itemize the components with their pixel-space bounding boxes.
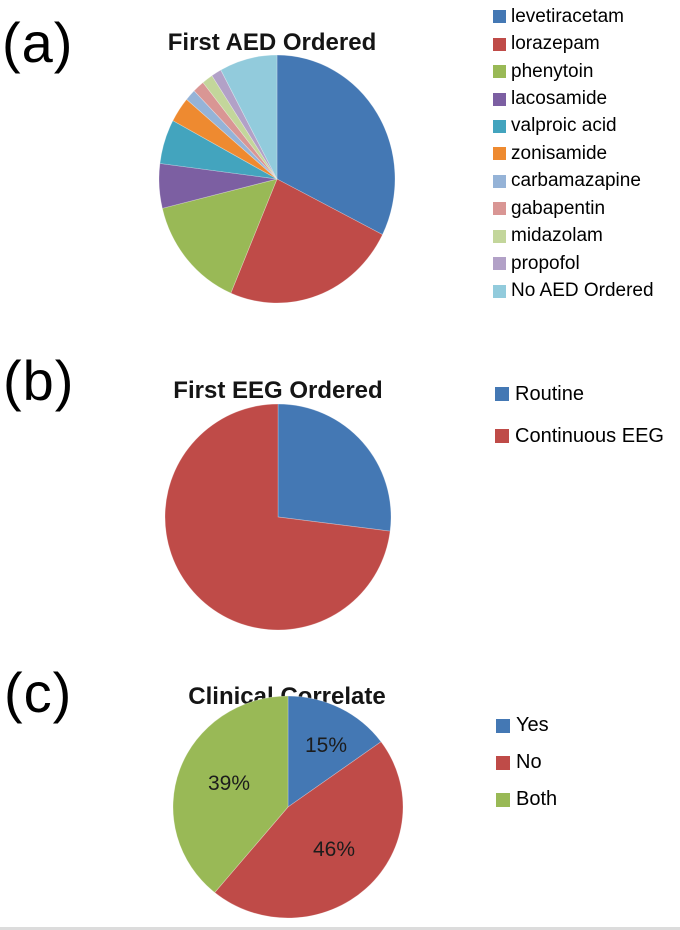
- pie-slice-levetiracetam: [276, 55, 395, 235]
- legend-item-lorazepam: lorazepam: [493, 30, 654, 57]
- legend-label: Yes: [516, 714, 549, 736]
- legend-swatch-icon: [493, 257, 506, 271]
- legend-swatch-icon: [493, 147, 506, 161]
- legend-item-gabapentin: gabapentin: [493, 195, 654, 222]
- legend-item-propofol: propofol: [493, 250, 654, 277]
- legend-swatch-icon: [493, 202, 506, 216]
- legend-label: Both: [516, 788, 558, 810]
- legend-label: zonisamide: [511, 142, 608, 164]
- pie-chart-a: [159, 55, 395, 303]
- legend-label: midazolam: [511, 225, 603, 247]
- legend-label: lacosamide: [511, 88, 608, 110]
- legend-label: Continuous EEG: [515, 424, 664, 447]
- slice-value-label-both: 39%: [207, 772, 251, 795]
- scan-edge-artifact: [0, 927, 680, 930]
- legend-item-phenytoin: phenytoin: [493, 58, 654, 85]
- panel-label-c: (c): [4, 661, 73, 724]
- legend-swatch-icon: [493, 65, 506, 79]
- legend-c: Yes No Both: [496, 707, 557, 818]
- legend-swatch-icon: [495, 387, 509, 401]
- legend-label: lorazepam: [511, 33, 600, 55]
- legend-item-carbamazapine: carbamazapine: [493, 168, 654, 195]
- legend-item-valproic-acid: valproic acid: [493, 113, 654, 140]
- legend-label: Routine: [515, 382, 584, 405]
- pie-slice-zonisamide: [172, 99, 278, 180]
- pie-slice-valproic-acid: [159, 120, 278, 180]
- pie-slice-both: [173, 696, 289, 893]
- legend-swatch-icon: [493, 37, 506, 51]
- legend-a: levetiracetam lorazepam phenytoin lacosamid…: [493, 3, 654, 305]
- pie-slice-routine: [277, 404, 391, 532]
- legend-label: valproic acid: [511, 115, 617, 137]
- legend-item-routine: Routine: [495, 373, 664, 415]
- panel-label-b: (b): [3, 349, 75, 412]
- legend-label: carbamazapine: [511, 170, 641, 192]
- legend-swatch-icon: [493, 284, 506, 298]
- pie-slice-propofol: [211, 69, 278, 180]
- legend-label: gabapentin: [511, 197, 606, 219]
- legend-label: No AED Ordered: [511, 280, 654, 302]
- slice-value-label-no: 46%: [312, 838, 356, 861]
- legend-swatch-icon: [493, 119, 506, 133]
- legend-swatch-icon: [493, 174, 506, 188]
- legend-item-no: No: [496, 744, 557, 781]
- legend-b: Routine Continuous EEG: [495, 373, 664, 457]
- pie-chart-c: [173, 696, 403, 918]
- pie-slice-continuous-eeg: [165, 404, 391, 630]
- pie-slice-no: [214, 741, 403, 918]
- pie-slice-lacosamide: [159, 163, 278, 209]
- panel-label-a: (a): [2, 11, 74, 74]
- legend-swatch-icon: [496, 755, 510, 770]
- legend-item-lacosamide: lacosamide: [493, 85, 654, 112]
- legend-swatch-icon: [493, 10, 506, 24]
- pie-chart-b: [165, 404, 391, 630]
- legend-label: No: [516, 751, 542, 773]
- legend-swatch-icon: [496, 718, 510, 733]
- legend-swatch-icon: [496, 792, 510, 807]
- pie-slice-gabapentin: [193, 82, 278, 180]
- legend-swatch-icon: [493, 92, 506, 106]
- legend-item-zonisamide: zonisamide: [493, 140, 654, 167]
- pie-slice-carbamazapine: [186, 90, 278, 180]
- pie-slice-phenytoin: [162, 178, 278, 294]
- legend-item-no-aed-ordered: No AED Ordered: [493, 277, 654, 304]
- slice-value-label-yes: 15%: [304, 734, 348, 757]
- legend-item-midazolam: midazolam: [493, 223, 654, 250]
- legend-swatch-icon: [493, 229, 506, 243]
- pie-slice-midazolam: [202, 75, 278, 180]
- pie-slice-no-aed-ordered: [220, 55, 278, 180]
- legend-item-yes: Yes: [496, 707, 557, 744]
- legend-label: phenytoin: [511, 60, 594, 82]
- legend-item-both: Both: [496, 781, 557, 818]
- legend-label: propofol: [511, 252, 580, 274]
- chart-title-b: First EEG Ordered: [173, 376, 383, 404]
- chart-title-a: First AED Ordered: [167, 28, 377, 56]
- pie-slice-lorazepam: [230, 178, 383, 303]
- legend-item-levetiracetam: levetiracetam: [493, 3, 654, 30]
- legend-item-continuous-eeg: Continuous EEG: [495, 415, 664, 457]
- pie-slice-yes: [287, 696, 382, 808]
- legend-label: levetiracetam: [511, 5, 624, 27]
- legend-swatch-icon: [495, 429, 509, 443]
